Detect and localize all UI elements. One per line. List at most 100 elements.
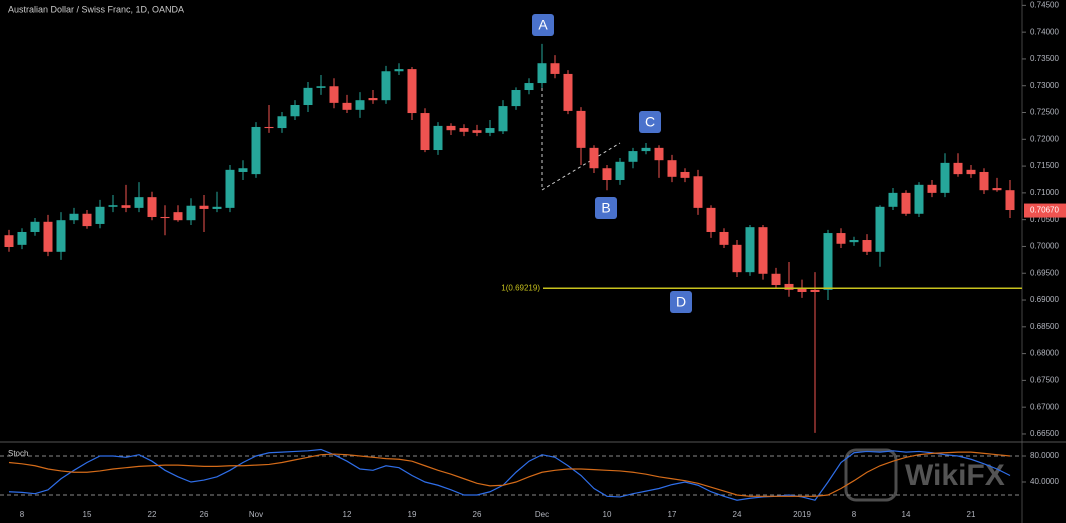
candle-body (394, 69, 404, 72)
candle-body (992, 188, 1002, 191)
x-tick-label: Nov (249, 510, 263, 519)
y-tick-label: 0.73000 (1030, 81, 1059, 90)
x-tick-label: 19 (408, 510, 417, 519)
x-tick-label: 17 (668, 510, 677, 519)
candle-body (524, 83, 534, 91)
candle-body (563, 73, 573, 111)
x-tick-label: 24 (733, 510, 742, 519)
y-tick-label: 0.71500 (1030, 161, 1059, 170)
candle-body (56, 220, 66, 252)
y-tick-label: 0.66500 (1030, 429, 1059, 438)
annotation-label: A (538, 17, 548, 33)
x-tick-label: Dec (535, 510, 549, 519)
y-tick-label: 0.71000 (1030, 188, 1059, 197)
candle-body (446, 125, 456, 131)
candle-body (43, 221, 53, 252)
candle-body (82, 213, 92, 227)
candle-body (433, 125, 443, 151)
chart-title: Australian Dollar / Swiss Franc, 1D, OAN… (8, 4, 184, 14)
stoch-line (8, 451, 1011, 497)
candle-body (875, 206, 885, 252)
candle-body (4, 235, 14, 247)
y-tick-label: 0.69500 (1030, 268, 1059, 277)
candle-body (966, 169, 976, 175)
candle-body (264, 126, 274, 129)
candle-body (836, 233, 846, 244)
last-price-label: 0.70670 (1030, 206, 1059, 215)
candle-body (186, 205, 196, 221)
candle-body (927, 184, 937, 193)
candle-body (901, 192, 911, 214)
candle-body (823, 233, 833, 290)
y-tick-label: 0.69000 (1030, 295, 1059, 304)
candle-body (719, 231, 729, 245)
stoch-line (8, 448, 1011, 501)
candle-body (810, 289, 820, 292)
candle-body (511, 90, 521, 107)
candle-body (693, 176, 703, 208)
candle-body (420, 113, 430, 151)
x-tick-label: 26 (200, 510, 209, 519)
annotation-label: D (676, 294, 686, 310)
annotation-box (532, 14, 554, 36)
x-tick-label: 8 (20, 510, 25, 519)
candle-body (485, 128, 495, 133)
x-tick-label: 26 (473, 510, 482, 519)
candle-body (212, 206, 222, 209)
candle-body (888, 192, 898, 207)
candle-body (654, 147, 664, 161)
candle-body (498, 106, 508, 132)
candle-body (368, 98, 378, 101)
candle-body (472, 130, 482, 133)
y-tick-label: 0.68500 (1030, 322, 1059, 331)
candle-body (30, 221, 40, 232)
x-tick-label: 15 (83, 510, 92, 519)
candle-body (316, 86, 326, 88)
candle-body (914, 184, 924, 214)
annotation-box (670, 291, 692, 313)
candle-body (329, 86, 339, 103)
y-tick-label: 40.0000 (1030, 477, 1059, 486)
candle-body (17, 231, 27, 245)
candle-body (953, 162, 963, 175)
candle-body (576, 110, 586, 148)
candle-body (1005, 190, 1015, 211)
y-tick-label: 0.73500 (1030, 54, 1059, 63)
candle-body (537, 63, 547, 84)
y-tick-label: 0.72000 (1030, 134, 1059, 143)
candle-body (797, 287, 807, 292)
candle-body (602, 168, 612, 181)
candle-body (238, 168, 248, 172)
y-tick-label: 0.74000 (1030, 27, 1059, 36)
candle-body (277, 116, 287, 129)
y-tick-label: 0.70000 (1030, 242, 1059, 251)
candle-body (407, 69, 417, 114)
x-tick-label: 14 (902, 510, 911, 519)
candle-body (225, 169, 235, 208)
indicator-title: Stoch (8, 449, 28, 458)
y-tick-label: 0.67000 (1030, 402, 1059, 411)
candle-body (862, 240, 872, 252)
y-tick-label: 0.74500 (1030, 0, 1059, 9)
candle-body (849, 240, 859, 243)
candle-body (459, 128, 469, 132)
candle-body (667, 160, 677, 177)
candle-body (979, 171, 989, 191)
x-tick-label: 22 (148, 510, 157, 519)
watermark-icon (844, 448, 898, 502)
candle-body (381, 71, 391, 101)
annotation-box (639, 111, 661, 133)
candle-body (69, 213, 79, 221)
candle-body (147, 197, 157, 217)
candle-body (95, 206, 105, 224)
y-tick-label: 0.68000 (1030, 349, 1059, 358)
candle-body (628, 151, 638, 162)
candle-body (745, 227, 755, 273)
candle-body (160, 216, 170, 219)
candle-body (173, 212, 183, 221)
y-tick-label: 80.0000 (1030, 451, 1059, 460)
watermark-text: WikiFX (905, 459, 1005, 492)
candle-body (251, 126, 261, 175)
candle-body (680, 171, 690, 178)
